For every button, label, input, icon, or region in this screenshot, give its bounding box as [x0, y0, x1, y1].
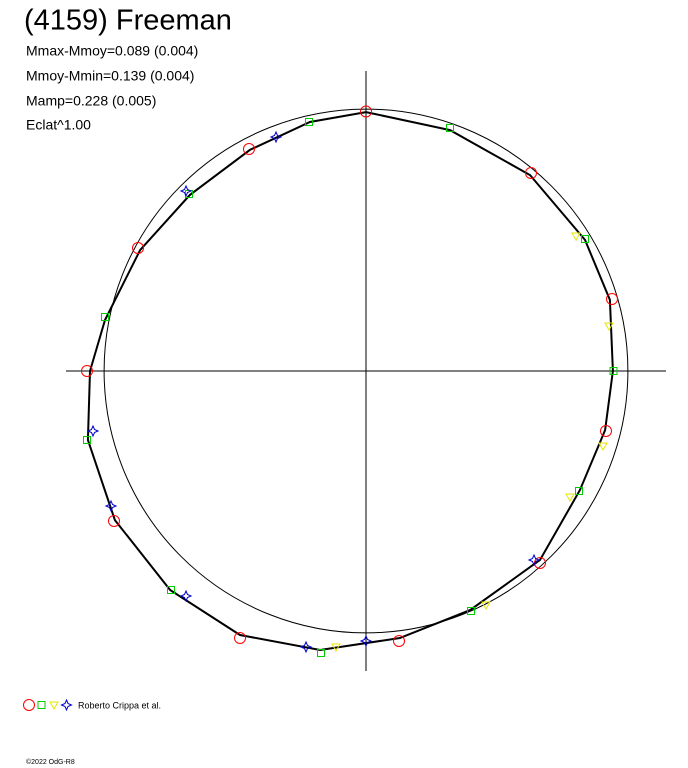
marker: [598, 442, 608, 452]
marker: [575, 487, 583, 495]
marker: [269, 130, 283, 144]
marker: [581, 235, 589, 243]
marker: [132, 242, 144, 254]
marker: [604, 322, 614, 332]
annotation: Mmoy-Mmin=0.139 (0.004): [26, 68, 194, 84]
marker: [234, 632, 246, 644]
marker: [83, 436, 91, 444]
marker: [81, 365, 93, 377]
marker: [179, 589, 193, 603]
marker: [446, 124, 454, 132]
annotation: Mamp=0.228 (0.005): [26, 93, 156, 109]
marker: [527, 553, 541, 567]
marker: [467, 607, 475, 615]
legend-marker: [49, 701, 59, 711]
marker: [481, 601, 491, 611]
annotation: Mmax-Mmoy=0.089 (0.004): [26, 43, 198, 59]
marker: [108, 515, 120, 527]
marker: [104, 499, 118, 513]
marker: [606, 293, 618, 305]
marker: [299, 640, 313, 654]
legend-marker: [37, 701, 46, 709]
marker: [600, 425, 612, 437]
marker: [360, 105, 372, 118]
footer: ©2022 OdG-R8: [26, 758, 75, 766]
marker: [243, 143, 255, 155]
credit: Roberto Crippa et al.: [78, 700, 161, 710]
reference-circle: [103, 108, 629, 634]
marker: [179, 184, 193, 198]
marker: [305, 118, 313, 126]
fit-curve: [86, 111, 614, 652]
marker: [101, 313, 109, 321]
marker: [609, 367, 618, 375]
marker: [167, 586, 175, 594]
marker: [393, 635, 405, 647]
legend-marker: [60, 698, 73, 712]
marker: [571, 232, 581, 242]
marker: [317, 649, 325, 657]
marker: [565, 493, 575, 503]
marker: [331, 643, 341, 653]
marker: [86, 424, 100, 438]
annotation: Eclat^1.00: [26, 117, 91, 133]
legend-marker: [23, 699, 35, 711]
marker: [525, 167, 537, 179]
chart-title: (4159) Freeman: [24, 5, 232, 37]
marker: [359, 634, 373, 648]
